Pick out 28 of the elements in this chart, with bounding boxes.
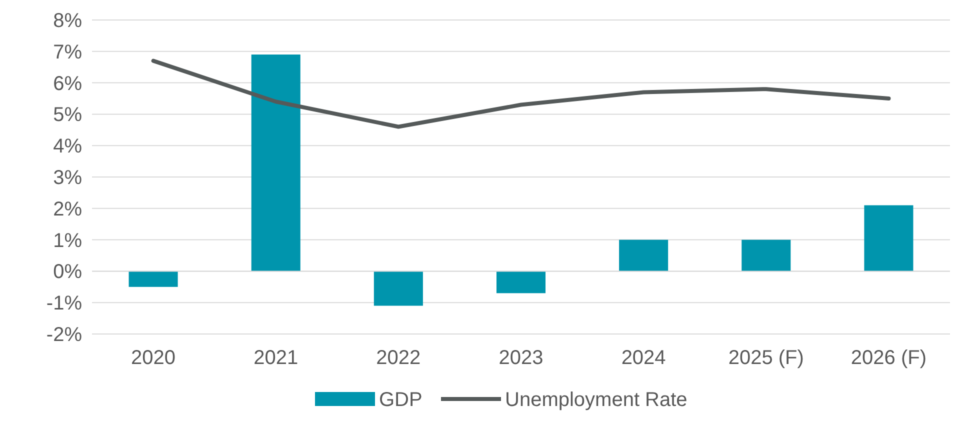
x-tick-label: 2025 (F)	[728, 347, 804, 369]
y-tick-label: 3%	[53, 167, 82, 189]
bar	[374, 271, 423, 306]
x-tick-label: 2023	[498, 347, 544, 369]
bar	[251, 54, 300, 272]
x-tick-label: 2022	[376, 347, 421, 369]
bar	[496, 271, 546, 294]
x-tick-label: 2020	[131, 347, 176, 369]
y-tick-label: 6%	[53, 72, 82, 95]
x-tick-label: 2024	[621, 347, 666, 369]
y-tick-label: 2%	[53, 198, 82, 220]
bar	[128, 271, 178, 287]
bar	[864, 205, 914, 272]
y-tick-label: -1%	[46, 292, 82, 315]
legend-label: GDP	[379, 389, 422, 411]
y-tick-label: 5%	[53, 104, 82, 126]
y-tick-label: 4%	[53, 136, 82, 158]
y-tick-label: -2%	[46, 324, 82, 346]
x-tick-label: 2021	[254, 347, 298, 369]
y-tick-label: 1%	[53, 230, 82, 252]
legend-label: Unemployment Rate	[505, 389, 688, 411]
bar	[619, 240, 668, 272]
line-series	[151, 58, 891, 129]
bar	[742, 240, 791, 272]
y-tick-label: 8%	[53, 10, 82, 32]
x-tick-label: 2026 (F)	[850, 347, 927, 369]
y-tick-label: 0%	[53, 261, 82, 284]
y-tick-label: 7%	[53, 41, 82, 64]
